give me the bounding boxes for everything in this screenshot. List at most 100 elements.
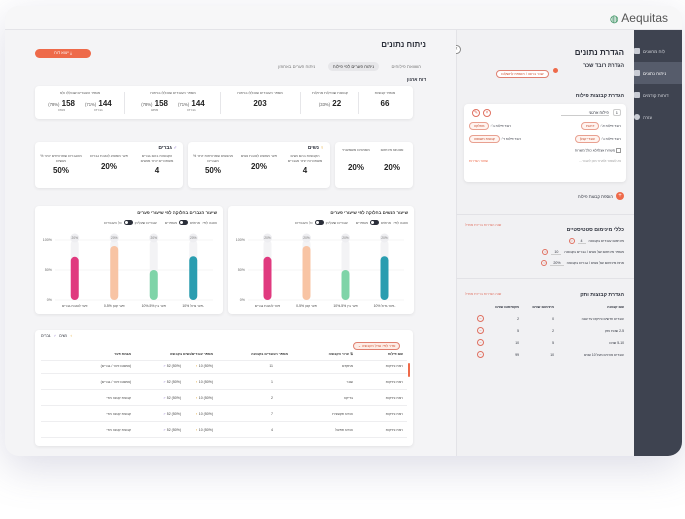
- row-men: ♂ 52 (50%): [163, 396, 181, 400]
- sort-selector[interactable]: ⌄ סדר לפי: גודל הקבוצה: [353, 334, 401, 352]
- threshold-value[interactable]: 20%: [550, 261, 564, 266]
- sidebar-item-help[interactable]: עזרה: [634, 106, 682, 128]
- bar[interactable]: [70, 256, 79, 300]
- row-trend: קבוצת קטנה מדי: [106, 428, 131, 432]
- download-icon: ⤓: [70, 50, 72, 55]
- chart-controls: הצגה לפי: אחוזים מספרים עובדים שעליהן כל…: [104, 220, 217, 225]
- female-icon: ♀: [195, 380, 198, 384]
- checkbox-label: משרות אצלו/לא כולל משרות: [574, 148, 616, 153]
- filter-a-field[interactable]: דרגות: [581, 122, 600, 130]
- threshold-value[interactable]: 10: [551, 250, 562, 255]
- bar[interactable]: [341, 270, 350, 300]
- employees-toggle[interactable]: [123, 220, 133, 225]
- seniority-name[interactable]: עובדים חדשים ותיקים עד שנה: [581, 316, 624, 321]
- edit-icon[interactable]: ✎: [472, 109, 480, 117]
- bar-value-label: 20%: [303, 236, 310, 240]
- seniority-note[interactable]: שנה הגדרות ברירת מחדל: [465, 292, 502, 296]
- women-card: ♀ נשים הקבוצות בהם נשים משתכרות יותר מגב…: [188, 142, 330, 188]
- seniority-min[interactable]: 0: [552, 316, 554, 321]
- seniority-name[interactable]: עובדים אורכים מעל 10 שנים: [583, 352, 624, 357]
- delete-icon[interactable]: −: [477, 327, 484, 334]
- edit-icon[interactable]: ○: [542, 249, 549, 255]
- chart-ctrl-percent[interactable]: אחוזים: [380, 220, 391, 225]
- stat-pct: (71%): [178, 101, 190, 107]
- tab-gap-percentile[interactable]: ניתוח פערים באחוזון: [278, 64, 316, 69]
- seniority-min[interactable]: 5: [552, 340, 554, 345]
- tab-compare[interactable]: השוואת פילוחים: [391, 64, 421, 69]
- stat-label: מספר העובדים שנכללו ולא: [59, 91, 101, 95]
- row-count: 4: [271, 428, 273, 432]
- stat-value: 144: [98, 98, 112, 108]
- row-segment: רמת ותיקות: [385, 364, 403, 368]
- seniority-max[interactable]: 10: [515, 340, 519, 345]
- filter-c-field[interactable]: עובדי קבלן: [574, 135, 601, 143]
- y-tick-label: 100%: [43, 238, 53, 242]
- threshold-value[interactable]: 4: [577, 239, 586, 244]
- delete-icon[interactable]: ×: [483, 109, 491, 117]
- stat-excluded: מספר העובדים שנכללו ולא (78%) 158 נשים (7…: [39, 91, 121, 112]
- chart-ctrl-label: הצגה לפי:: [202, 220, 217, 225]
- tab-gap-by-segment[interactable]: ניתוח פערים לפי פילוח: [327, 62, 380, 71]
- edit-icon[interactable]: ○: [541, 260, 548, 266]
- org-section-title: דוח ארגון: [406, 77, 426, 82]
- row-women: ♀ 10 (50%): [195, 380, 213, 384]
- delete-icon[interactable]: −: [477, 315, 484, 322]
- scrollbar[interactable]: [408, 363, 410, 377]
- group-name-input[interactable]: פילוח ארגוני: [560, 110, 609, 116]
- chart-ctrl-number[interactable]: מספרים: [355, 220, 368, 225]
- sidebar-item-dashboard[interactable]: לוח מחוונים: [634, 40, 682, 62]
- filter-b-field[interactable]: מחלקה: [469, 122, 490, 130]
- include-positions-checkbox[interactable]: [616, 148, 621, 153]
- delete-icon[interactable]: −: [477, 339, 484, 346]
- chart-ctrl-percent[interactable]: אחוזים: [189, 220, 200, 225]
- bar[interactable]: [149, 270, 158, 300]
- seniority-max[interactable]: 5: [517, 328, 519, 333]
- table-header[interactable]: ערכי הקבוצה ⇅: [329, 352, 353, 356]
- delete-icon[interactable]: −: [477, 351, 484, 358]
- save-settings-link[interactable]: שמור הגדרות: [469, 159, 488, 163]
- bar[interactable]: [380, 256, 389, 300]
- women-stat-label: הקבוצות בהם נשים משתכרות יותר מגברים: [287, 154, 323, 163]
- table-header: מגמת פער: [114, 352, 131, 356]
- female-icon: ♀: [195, 428, 198, 432]
- sort-icon: ⇅: [350, 352, 353, 356]
- bar-value-label: 20%: [342, 236, 349, 240]
- filter-d-field[interactable]: קבוצת השוואה: [469, 135, 500, 143]
- seniority-row: 2-5 שנות ותק 2 5 −: [464, 327, 624, 334]
- women-stat-value: 20%: [250, 161, 267, 171]
- percent-number-toggle[interactable]: [178, 220, 188, 225]
- employees-toggle[interactable]: [314, 220, 324, 225]
- row-group: הנדס תקשורת: [332, 412, 353, 416]
- sidebar-item-analysis[interactable]: ניתוח נתונים: [634, 62, 682, 84]
- chart-ctrl-subset[interactable]: עובדים שעליהן: [134, 220, 157, 225]
- chart-icon: [634, 70, 640, 76]
- stat-sub: נשים: [58, 107, 66, 112]
- bar[interactable]: [110, 246, 119, 300]
- bar[interactable]: [302, 246, 311, 300]
- bar[interactable]: [263, 256, 272, 300]
- seniority-name[interactable]: 2-5 שנות ותק: [605, 328, 624, 333]
- salary-level-selector[interactable]: שכר ברוטו / תוספת לתשלום: [496, 62, 558, 80]
- edit-icon[interactable]: ○: [568, 238, 575, 244]
- seniority-min[interactable]: 2: [552, 328, 554, 333]
- add-group-button[interactable]: + הוספת קבוצת פילוח: [578, 192, 624, 200]
- threshold-label: מספר מינימום של נשים / גברים בקבוצה: [564, 250, 624, 254]
- seniority-max[interactable]: 99: [515, 352, 519, 357]
- seniority-min[interactable]: 10: [550, 352, 554, 357]
- filter-c-label: רובד פילוח ג׳:: [600, 137, 621, 141]
- thresholds-note[interactable]: שנה הגדרות ברירת מחדל: [465, 223, 502, 227]
- export-button[interactable]: ייצוא דוח ⤓: [35, 49, 91, 58]
- seniority-max[interactable]: 2: [517, 316, 519, 321]
- seniority-name[interactable]: 5-10 שנים: [609, 340, 624, 345]
- chart-ctrl-subset[interactable]: עובדים שעליהן: [325, 220, 348, 225]
- chart-ctrl-number[interactable]: מספרים: [164, 220, 177, 225]
- row-men: ♂ 52 (50%): [163, 380, 181, 384]
- female-icon: ♀: [320, 145, 324, 151]
- sidebar-item-reports[interactable]: דוחות קודמים: [634, 84, 682, 106]
- women-gap-chart-card: שיעור הנשים בחלוקה לפי שיעורי פערים הצגה…: [228, 206, 414, 314]
- chart-ctrl-all[interactable]: כל העובדים: [104, 220, 122, 225]
- percent-number-toggle[interactable]: [369, 220, 379, 225]
- bar[interactable]: [189, 256, 198, 300]
- women-card-title: נשים: [307, 145, 319, 151]
- chart-ctrl-all[interactable]: כל העובדים: [295, 220, 313, 225]
